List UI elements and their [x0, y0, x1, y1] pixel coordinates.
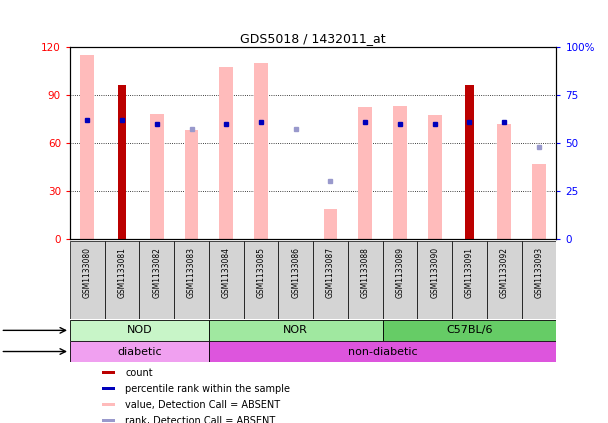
Text: C57BL/6: C57BL/6 [446, 325, 492, 335]
Text: GSM1133084: GSM1133084 [222, 247, 231, 298]
Text: GSM1133092: GSM1133092 [500, 247, 509, 298]
Bar [219, 67, 233, 239]
Text: NOR: NOR [283, 325, 308, 335]
Bar [209, 341, 556, 362]
Bar [358, 107, 372, 239]
Bar [323, 209, 337, 239]
Bar [118, 85, 126, 239]
Text: GSM1133081: GSM1133081 [117, 247, 126, 298]
Text: GSM1133086: GSM1133086 [291, 247, 300, 298]
Text: GSM1133082: GSM1133082 [152, 247, 161, 298]
Bar [244, 241, 278, 319]
Text: GSM1133080: GSM1133080 [83, 247, 92, 298]
Bar [465, 85, 474, 239]
Text: GSM1133090: GSM1133090 [430, 247, 439, 299]
Bar [532, 164, 546, 239]
Bar [254, 63, 268, 239]
Bar [70, 320, 209, 341]
Text: GSM1133091: GSM1133091 [465, 247, 474, 298]
Bar [102, 387, 115, 390]
Bar [522, 241, 556, 319]
Text: diabetic: diabetic [117, 346, 162, 357]
Text: GSM1133083: GSM1133083 [187, 247, 196, 298]
Bar [102, 419, 115, 423]
Text: value, Detection Call = ABSENT: value, Detection Call = ABSENT [125, 400, 280, 409]
Bar [497, 124, 511, 239]
Bar [80, 55, 94, 239]
Bar [102, 371, 115, 374]
Text: GSM1133087: GSM1133087 [326, 247, 335, 298]
Text: percentile rank within the sample: percentile rank within the sample [125, 384, 291, 394]
Bar [428, 115, 441, 239]
Bar [313, 241, 348, 319]
Bar [70, 341, 209, 362]
Bar [452, 241, 487, 319]
Bar [102, 403, 115, 407]
Bar [150, 114, 164, 239]
Bar [487, 241, 522, 319]
Bar [278, 241, 313, 319]
Text: count: count [125, 368, 153, 378]
Title: GDS5018 / 1432011_at: GDS5018 / 1432011_at [240, 33, 386, 45]
Text: rank, Detection Call = ABSENT: rank, Detection Call = ABSENT [125, 416, 275, 423]
Bar [70, 241, 105, 319]
Bar [393, 106, 407, 239]
Bar [139, 241, 174, 319]
Bar [382, 241, 417, 319]
Bar [417, 241, 452, 319]
Bar [185, 130, 198, 239]
Bar [348, 241, 382, 319]
Bar [174, 241, 209, 319]
Bar [105, 241, 139, 319]
Text: non-diabetic: non-diabetic [348, 346, 418, 357]
Text: GSM1133088: GSM1133088 [361, 247, 370, 298]
Bar [209, 241, 244, 319]
Bar [382, 320, 556, 341]
Text: GSM1133093: GSM1133093 [534, 247, 544, 299]
Bar [209, 320, 382, 341]
Text: GSM1133085: GSM1133085 [257, 247, 266, 298]
Text: GSM1133089: GSM1133089 [395, 247, 404, 298]
Text: NOD: NOD [126, 325, 152, 335]
